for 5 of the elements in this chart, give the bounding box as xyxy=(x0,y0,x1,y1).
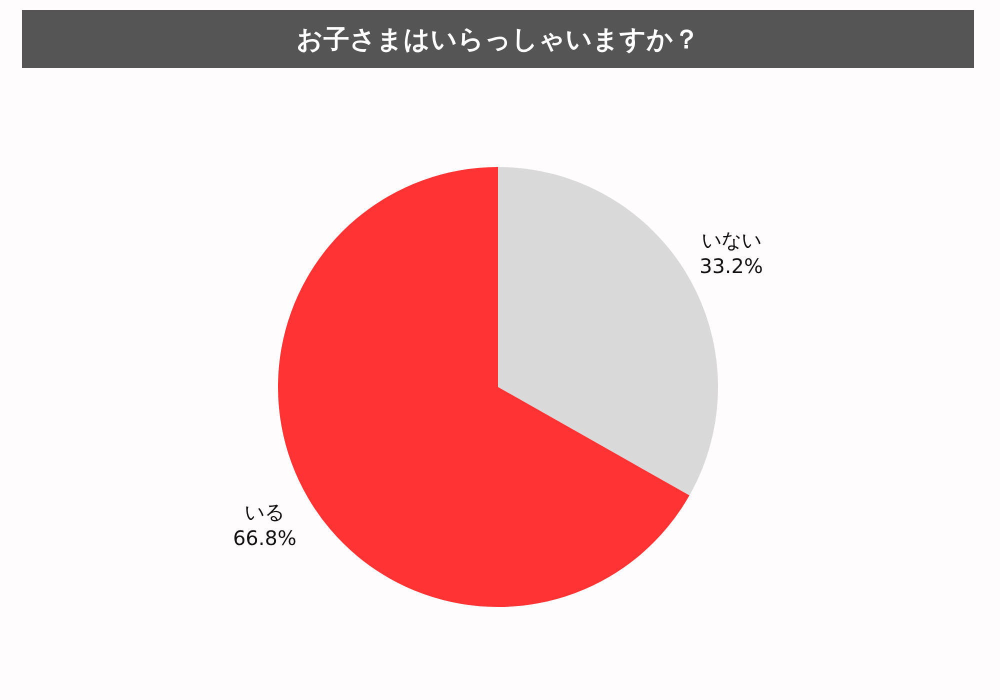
data-label: 66.8% xyxy=(232,526,297,550)
data-label: 33.2% xyxy=(699,254,764,278)
slice-label: いる xyxy=(244,500,285,524)
chart-title: お子さまはいらっしゃいますか？ xyxy=(296,25,700,55)
slice-label: いない xyxy=(701,228,762,252)
